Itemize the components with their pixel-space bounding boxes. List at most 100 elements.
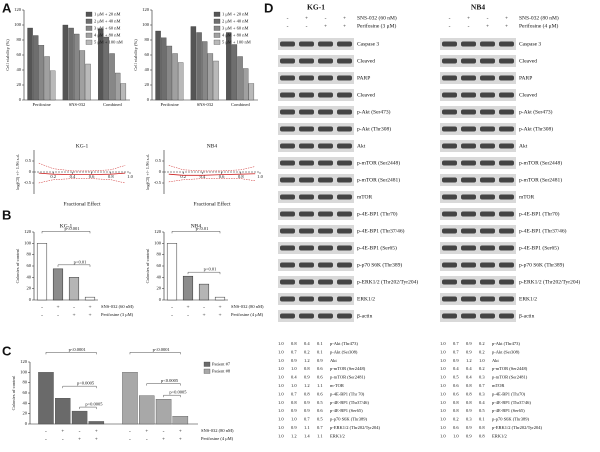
quant-value: 0.2 — [479, 366, 485, 371]
blot-band — [337, 296, 352, 302]
treatment-sign: + — [95, 436, 98, 442]
blot-band — [480, 177, 495, 183]
quant-value: 0.9 — [304, 408, 310, 413]
blot-band — [280, 109, 295, 115]
panel-label: B — [2, 207, 11, 222]
blot-band — [299, 177, 314, 183]
quant-label: p-ERK1/2 (Thr202/Tyr204) — [330, 425, 381, 430]
treatment-sign: + — [202, 312, 205, 318]
panel-label: D — [264, 0, 273, 15]
treatment-label: Perifosine (4 μM) — [519, 22, 558, 29]
blot-strip — [278, 89, 354, 101]
y-tick-label: 40 — [17, 67, 22, 72]
blot-band — [499, 75, 514, 81]
blot-band — [280, 75, 295, 81]
blot-band — [337, 143, 352, 149]
quant-value: 0.9 — [466, 433, 472, 438]
blot-band — [461, 143, 476, 149]
quant-value: 0.2 — [453, 417, 459, 422]
y-tick-label: 20 — [27, 286, 32, 291]
protein-label: p-ERK1/2 (Thr202/Tyr204) — [357, 278, 418, 285]
treatment-sign: - — [45, 428, 47, 434]
protein-label: p-mTOR (Ser2481) — [357, 176, 400, 183]
y-tick-label: 60 — [27, 263, 32, 268]
treatment-label: Perifosine (3 μM) — [357, 22, 396, 29]
blot-strip — [440, 157, 516, 169]
y-tick-label: 100 — [154, 240, 162, 245]
y-tick-label: -0.5 — [154, 180, 162, 185]
blot-strip — [440, 72, 516, 84]
treatment-label: Perifosine (4 μM) — [231, 312, 264, 317]
quant-label: p-mTOR (Ser2481) — [330, 375, 366, 380]
quant-value: 0.4 — [453, 366, 459, 371]
protein-label: Caspase 3 — [357, 41, 379, 47]
treatment-sign: + — [505, 15, 508, 21]
quant-label: p-4E-BP1 (Thr 70) — [330, 391, 365, 396]
legend-swatch — [203, 368, 211, 374]
blot-band — [442, 41, 457, 47]
bar — [196, 32, 202, 101]
treatment-sign: - — [73, 304, 75, 310]
y-tick-label: 0.5 — [25, 158, 31, 163]
bar — [44, 56, 50, 101]
protein-label: p-ERK1/2 (Thr202/Tyr204) — [519, 278, 580, 285]
blot-strip — [440, 174, 516, 186]
ci-line — [168, 173, 256, 176]
quant-value: 1.1 — [304, 425, 310, 430]
blot-band — [480, 211, 495, 217]
blot-band — [280, 177, 295, 183]
bar — [177, 62, 184, 101]
blot-band — [499, 92, 514, 98]
chart-title: KG-1 — [76, 143, 89, 149]
quant-value: 0.8 — [466, 383, 472, 388]
treatment-sign: + — [95, 428, 98, 434]
bar — [213, 60, 219, 101]
quant-value: 0.1 — [317, 349, 323, 354]
blot-band — [442, 92, 457, 98]
y-tick-label: 40 — [145, 67, 150, 72]
blot-band — [299, 313, 314, 319]
quant-value: 1.0 — [440, 358, 446, 363]
y-tick-label: 20 — [145, 82, 150, 87]
blot-strip — [278, 72, 354, 84]
bar — [88, 421, 105, 425]
blot-band — [318, 211, 333, 217]
blot-band — [318, 75, 333, 81]
blot-band — [480, 296, 495, 302]
blot-band — [299, 92, 314, 98]
quant-value: 0.9 — [291, 425, 297, 430]
treatment-sign: - — [41, 312, 43, 318]
blot-band — [480, 194, 495, 200]
legend-swatch — [213, 39, 221, 45]
x-tick-label: 0.4 — [200, 174, 206, 179]
bar — [237, 56, 243, 101]
bar — [55, 398, 71, 425]
quant-value: 0.7 — [291, 391, 297, 396]
legend-label: 1 μM + 20 nM — [94, 11, 120, 16]
blot-band — [337, 109, 352, 115]
blot-band — [499, 296, 514, 302]
x-tick-label: 0.2 — [50, 174, 56, 179]
treatment-label: SNS-032 (80 nM) — [519, 14, 559, 21]
treatment-sign: + — [305, 15, 308, 21]
bar — [71, 410, 88, 425]
y-tick-label: 120 — [14, 7, 22, 12]
x-tick-label: 1.0 — [257, 174, 263, 179]
blot-band — [337, 177, 352, 183]
x-tick-label: 1.0 — [127, 174, 133, 179]
blot-band — [337, 41, 352, 47]
significance-label: p<0.0005 — [161, 378, 179, 383]
protein-label: p-4E-BP1 (Ser65) — [357, 244, 397, 251]
y-tick-label: 120 — [154, 229, 162, 234]
legend-swatch — [213, 18, 221, 24]
bar — [231, 44, 238, 101]
blot-band — [299, 262, 314, 268]
bar — [214, 296, 226, 301]
significance-bracket — [41, 231, 91, 234]
quant-value: 0.7 — [304, 417, 310, 422]
quant-value: 0.8 — [453, 408, 459, 413]
blot-band — [442, 75, 457, 81]
treatment-sign: - — [163, 428, 165, 434]
blot-band — [280, 143, 295, 149]
